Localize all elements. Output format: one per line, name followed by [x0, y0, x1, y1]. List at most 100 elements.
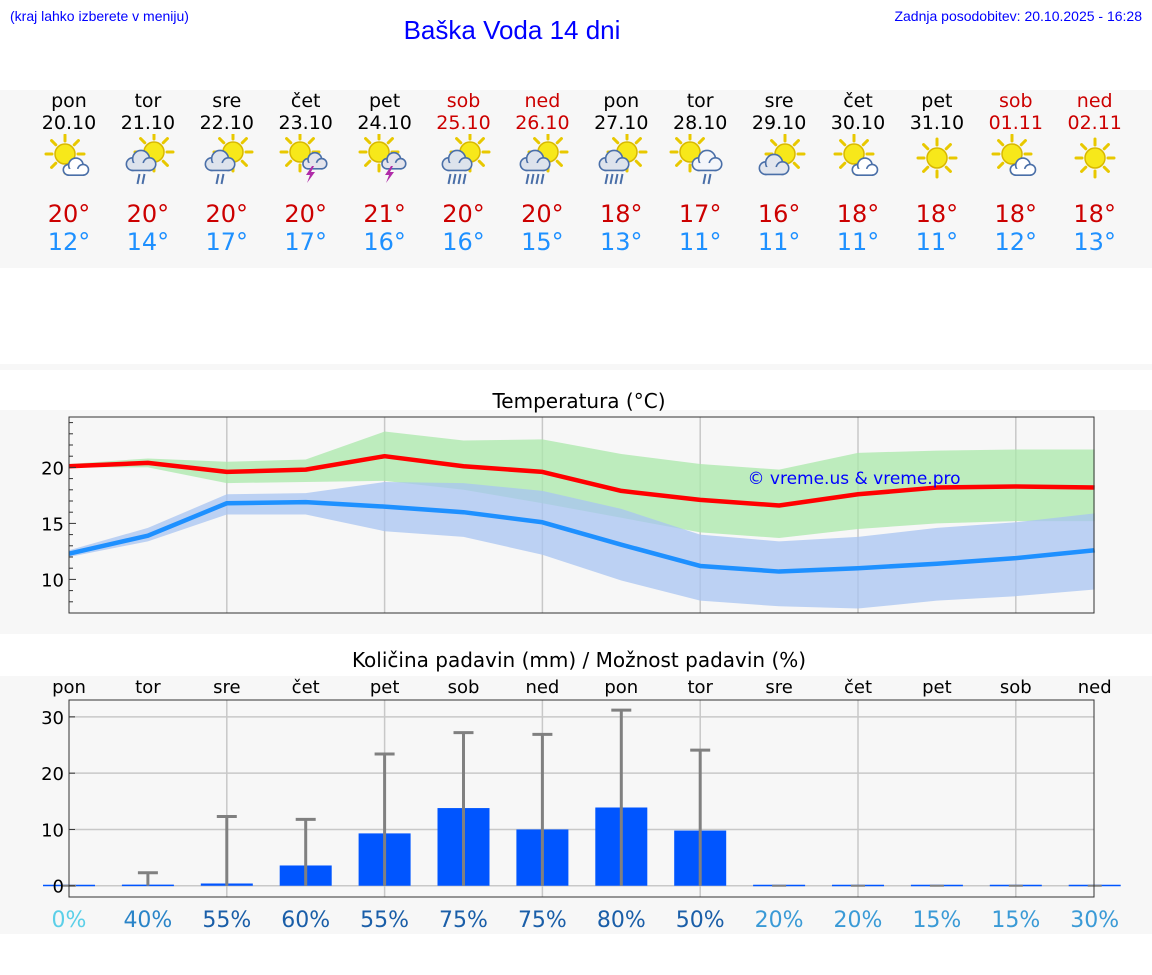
min-temp-line — [68, 499, 1095, 574]
precip-day-label: pet — [922, 677, 952, 698]
day-date: 27.10 — [594, 112, 649, 134]
temp-max: 20° — [205, 200, 249, 228]
temp-min: 14° — [126, 228, 170, 256]
day-name: pon — [51, 90, 87, 112]
precip-probability: 55% — [202, 908, 251, 933]
forecast-day: pet 24.10 21° 16° — [345, 90, 425, 256]
temp-min: 11° — [757, 228, 801, 256]
sun-cloud-icon — [29, 134, 109, 194]
max-temp-range-band — [69, 431, 1095, 538]
precip-day-label: čet — [844, 677, 872, 698]
day-date: 02.11 — [1067, 112, 1122, 134]
temp-min: 15° — [521, 228, 564, 256]
day-date: 24.10 — [357, 112, 412, 134]
sun-cloud-icon — [818, 134, 898, 194]
precip-range-whisker — [216, 815, 237, 886]
sun-cloud-heavy-rain-icon — [424, 134, 504, 194]
precip-range-whisker — [690, 748, 711, 886]
day-date: 23.10 — [278, 112, 333, 134]
temp-min: 12° — [47, 228, 91, 256]
sun-icon — [1055, 134, 1135, 194]
day-name: čet — [290, 90, 321, 112]
cloud-sun-icon — [739, 134, 819, 194]
temp-max: 18° — [994, 200, 1038, 228]
precip-probability: 0% — [52, 908, 87, 933]
precip-probability: 75% — [518, 908, 567, 933]
precip-probability: 40% — [123, 908, 172, 933]
forecast-day: sre 29.10 16° 11° — [739, 90, 819, 256]
sun-cloud-rain-icon — [187, 134, 267, 194]
precip-probability: 20% — [834, 908, 883, 933]
precip-probability: 75% — [439, 908, 488, 933]
day-date: 31.10 — [909, 112, 965, 134]
temp-max: 16° — [757, 200, 801, 228]
sun-cloud-rain-icon — [108, 134, 188, 194]
day-name: čet — [843, 90, 873, 112]
day-date: 20.10 — [41, 112, 97, 134]
forecast-day: ned 26.10 20° 15° — [502, 90, 582, 256]
day-name: ned — [1076, 90, 1113, 112]
forecast-day: sre 22.10 20° 17° — [187, 90, 267, 256]
precip-day-label: tor — [687, 677, 713, 698]
temp-max: 20° — [442, 200, 485, 228]
precip-probability: 20% — [755, 908, 804, 933]
forecast-day: sob 25.10 20° 16° — [424, 90, 504, 256]
sun-cloud-heavy-rain-icon — [581, 134, 661, 194]
sun-cloud-light-rain-icon — [660, 134, 740, 194]
temp-min: 17° — [284, 228, 327, 256]
day-name: sre — [764, 90, 794, 112]
forecast-day: pet 31.10 18° 11° — [897, 90, 977, 256]
separator — [0, 364, 1152, 370]
precip-y-tick: 10 — [41, 820, 64, 841]
page-title: Baška Voda 14 dni — [403, 15, 621, 45]
forecast-day: pon 20.10 20° 12° — [29, 90, 109, 256]
watermark: © vreme.us & vreme.pro — [747, 469, 960, 489]
precip-day-label: tor — [135, 677, 161, 698]
temperature-chart: Temperatura (°C) 10 15 20 © vreme.us & vreme… — [41, 389, 1095, 614]
location-hint: (kraj lahko izberete v meniju) — [10, 8, 189, 24]
precip-probability: 80% — [597, 908, 646, 933]
temp-max: 20° — [284, 200, 327, 228]
temp-max: 18° — [915, 200, 959, 228]
precip-probability: 15% — [912, 908, 961, 933]
day-date: 28.10 — [672, 112, 728, 134]
forecast-day: čet 23.10 20° 17° — [266, 90, 346, 256]
forecast-day: pon 27.10 18° 13° — [581, 90, 661, 256]
forecast-strip: pon 20.10 20° 12° tor 21.10 20° 14° sre 22.10 20° 1… — [0, 90, 1152, 268]
precip-day-label: ned — [525, 677, 559, 698]
precip-probability: 55% — [360, 908, 409, 933]
day-date: 21.10 — [120, 112, 176, 134]
precip-day-label: pet — [370, 677, 400, 698]
temp-max: 20° — [521, 200, 564, 228]
precip-range-whisker — [137, 871, 158, 886]
temp-min: 11° — [915, 228, 959, 256]
forecast-day: tor 28.10 17° 11° — [660, 90, 740, 256]
forecast-band — [0, 90, 1152, 268]
day-name: sob — [999, 90, 1033, 112]
precip-probability: 50% — [676, 908, 725, 933]
temp-max: 18° — [600, 200, 643, 228]
forecast-day: ned 02.11 18° 13° — [1055, 90, 1135, 256]
temp-min: 13° — [1073, 228, 1116, 256]
precip-range-whisker — [532, 732, 553, 886]
precip-day-label: sob — [448, 677, 480, 698]
last-updated: Zadnja posodobitev: 20.10.2025 - 16:28 — [894, 8, 1142, 24]
day-name: pon — [603, 90, 640, 112]
precip-probability: 15% — [991, 908, 1040, 933]
precip-range-whisker — [611, 708, 632, 886]
temp-max: 18° — [836, 200, 880, 228]
precip-chart-title: Količina padavin (mm) / Možnost padavin … — [352, 648, 806, 672]
precip-y-tick: 0 — [53, 877, 64, 898]
day-name: tor — [686, 90, 714, 112]
precip-range-whisker — [453, 731, 474, 886]
day-date: 29.10 — [751, 112, 807, 134]
day-name: sre — [212, 90, 242, 112]
sun-icon — [897, 134, 977, 194]
day-date: 25.10 — [436, 112, 491, 134]
precip-y-tick: 30 — [41, 708, 64, 729]
forecast-day: tor 21.10 20° 14° — [108, 90, 188, 256]
precip-range-whisker — [374, 752, 395, 886]
temp-min: 11° — [678, 228, 722, 256]
day-date: 22.10 — [199, 112, 254, 134]
precip-y-tick: 20 — [41, 764, 64, 785]
